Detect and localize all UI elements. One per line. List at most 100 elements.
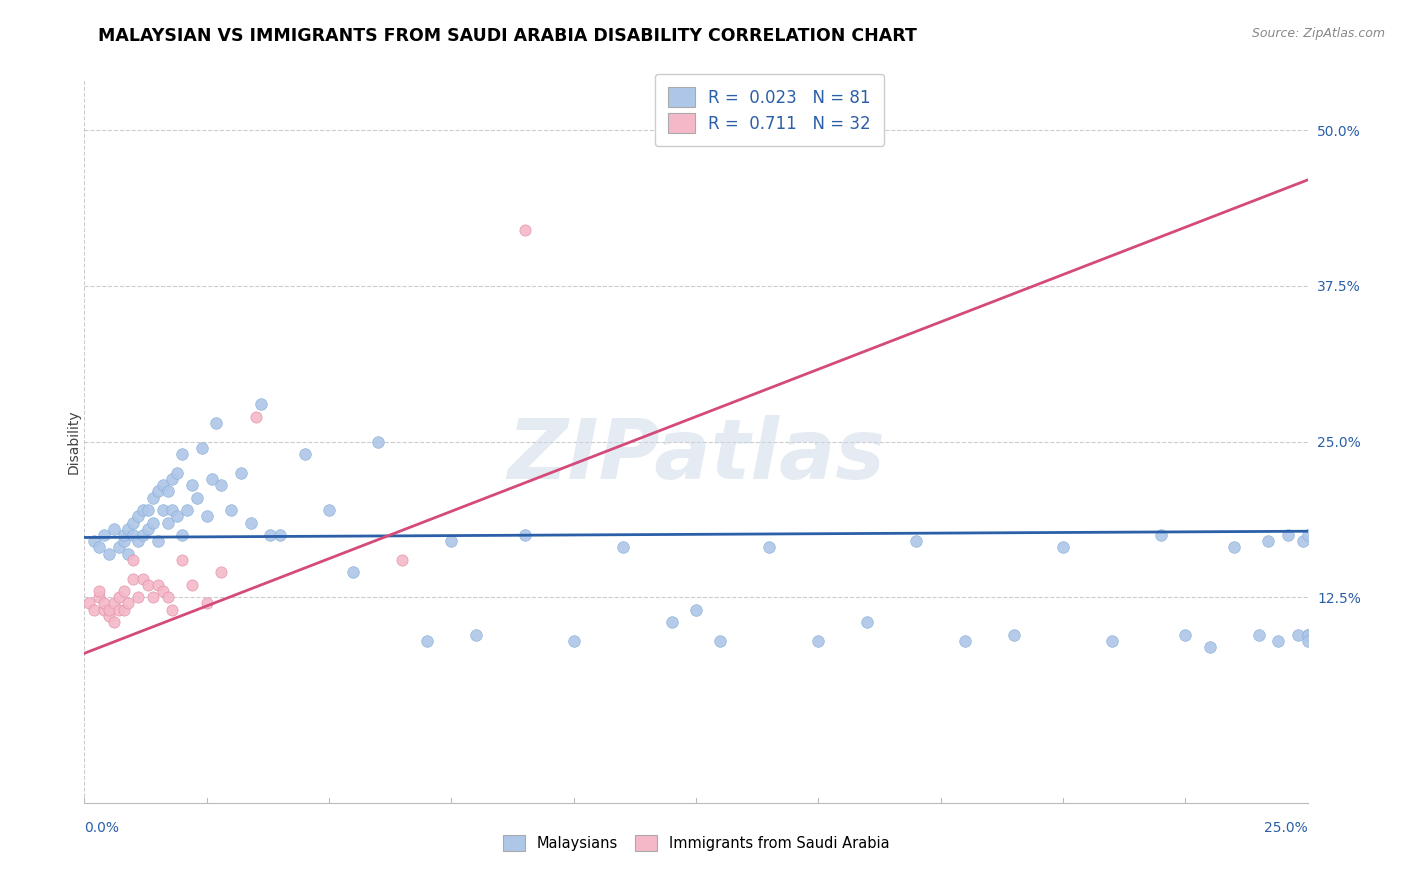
Point [152,503,174,517]
Point [245,409,267,424]
Point [249,397,271,411]
Point [1247,627,1270,641]
Point [162,472,184,486]
Point [181,578,204,592]
Point [122,572,145,586]
Point [709,633,731,648]
Point [186,491,208,505]
Point [122,553,145,567]
Point [367,434,389,449]
Point [513,528,536,542]
Point [112,603,135,617]
Point [953,633,976,648]
Point [318,503,340,517]
Point [1292,534,1315,549]
Point [146,578,169,592]
Point [172,528,194,542]
Text: ZIPatlas: ZIPatlas [508,416,884,497]
Point [93,597,115,611]
Point [146,534,169,549]
Point [856,615,879,630]
Point [87,591,110,605]
Point [440,534,463,549]
Point [132,503,155,517]
Point [195,597,218,611]
Point [1002,627,1025,641]
Point [136,578,159,592]
Point [93,603,115,617]
Point [1174,627,1197,641]
Point [269,528,291,542]
Point [97,603,120,617]
Point [117,522,139,536]
Point [195,509,218,524]
Point [83,534,105,549]
Point [166,466,188,480]
Point [191,441,214,455]
Point [200,472,222,486]
Point [464,627,486,641]
Point [181,478,204,492]
Point [685,603,707,617]
Point [1198,640,1220,654]
Point [107,603,129,617]
Point [162,503,184,517]
Point [176,503,198,517]
Point [152,478,174,492]
Point [112,584,135,599]
Text: Source: ZipAtlas.com: Source: ZipAtlas.com [1251,27,1385,40]
Point [77,597,100,611]
Point [156,591,179,605]
Point [83,603,105,617]
Point [107,591,129,605]
Point [93,528,115,542]
Point [1267,633,1289,648]
Point [209,566,232,580]
Point [156,516,179,530]
Point [103,615,125,630]
Point [142,591,165,605]
Point [1296,633,1319,648]
Point [205,416,228,430]
Point [513,223,536,237]
Point [112,534,135,549]
Point [87,541,110,555]
Point [112,528,135,542]
Point [1223,541,1246,555]
Point [1150,528,1173,542]
Point [1286,627,1309,641]
Text: MALAYSIAN VS IMMIGRANTS FROM SAUDI ARABIA DISABILITY CORRELATION CHART: MALAYSIAN VS IMMIGRANTS FROM SAUDI ARABI… [98,27,917,45]
Point [152,584,174,599]
Point [1296,528,1319,542]
Point [132,572,155,586]
Point [122,516,145,530]
Point [294,447,316,461]
Point [342,566,364,580]
Point [1052,541,1074,555]
Point [416,633,439,648]
Point [142,516,165,530]
Y-axis label: Disability: Disability [66,409,80,474]
Point [219,503,242,517]
Point [127,534,149,549]
Legend: Malaysians, Immigrants from Saudi Arabia: Malaysians, Immigrants from Saudi Arabia [496,830,896,857]
Text: 25.0%: 25.0% [1264,822,1308,836]
Point [239,516,262,530]
Point [905,534,928,549]
Point [97,609,120,624]
Point [1101,633,1123,648]
Point [117,547,139,561]
Text: 0.0%: 0.0% [84,822,120,836]
Point [166,509,188,524]
Point [136,503,159,517]
Point [807,633,830,648]
Point [1257,534,1279,549]
Point [103,597,125,611]
Point [142,491,165,505]
Point [117,597,139,611]
Point [562,633,585,648]
Point [103,522,125,536]
Point [132,528,155,542]
Point [146,484,169,499]
Point [172,447,194,461]
